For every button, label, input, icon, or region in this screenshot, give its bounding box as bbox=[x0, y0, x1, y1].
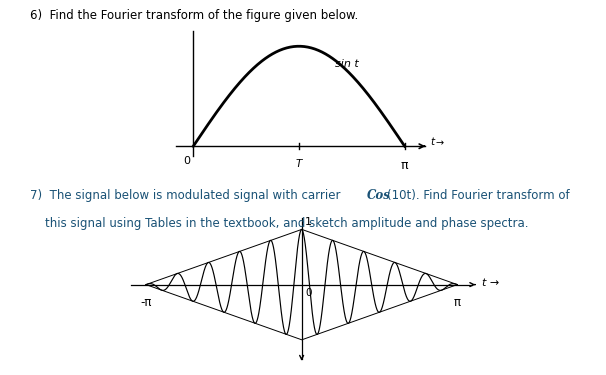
Text: π: π bbox=[401, 159, 408, 172]
Text: π: π bbox=[454, 296, 461, 309]
Text: t: t bbox=[430, 137, 435, 147]
Text: 0: 0 bbox=[183, 156, 190, 166]
Text: -π: -π bbox=[140, 296, 152, 309]
Text: (10t). Find Fourier transform of: (10t). Find Fourier transform of bbox=[387, 189, 569, 202]
Text: 7)  The signal below is modulated signal with carrier: 7) The signal below is modulated signal … bbox=[30, 189, 345, 202]
Text: t →: t → bbox=[482, 278, 499, 288]
Text: →: → bbox=[436, 138, 444, 148]
Text: Cos: Cos bbox=[367, 189, 390, 202]
Text: 1: 1 bbox=[305, 217, 312, 226]
Text: 6)  Find the Fourier transform of the figure given below.: 6) Find the Fourier transform of the fig… bbox=[30, 9, 359, 22]
Text: T: T bbox=[296, 159, 302, 169]
Text: 0: 0 bbox=[305, 288, 311, 298]
Text: this signal using Tables in the textbook, and sketch amplitude and phase spectra: this signal using Tables in the textbook… bbox=[30, 217, 529, 231]
Text: sin t: sin t bbox=[335, 59, 358, 69]
